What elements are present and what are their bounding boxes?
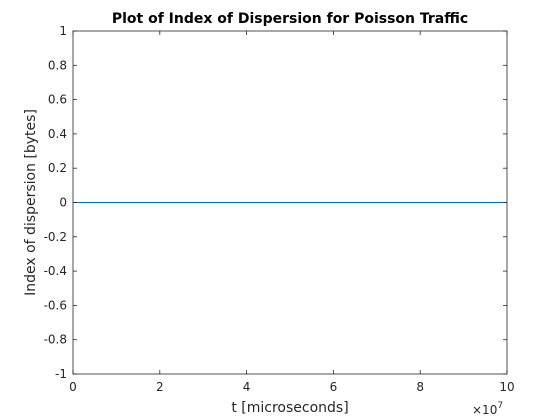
- y-tick-label: -0.4: [44, 264, 67, 278]
- x-axis-label: t [microseconds]: [231, 400, 348, 416]
- x-exponent-power: 7: [497, 401, 503, 411]
- y-tick-label: -0.6: [44, 298, 67, 312]
- y-tick-label: 0.2: [48, 161, 67, 175]
- y-tick-label: 0: [59, 196, 67, 210]
- y-tick-label: 0.6: [48, 93, 67, 107]
- y-axis-label: Index of dispersion [bytes]: [23, 109, 39, 296]
- x-tick-label: 2: [156, 380, 164, 394]
- y-tick-label: 0.8: [48, 58, 67, 72]
- y-tick-label: 0.4: [48, 127, 67, 141]
- ticks-layer: 0 2 4 6 8 10 -1 -0.8 -0.6 -0.4 -0.2 0 0.2 0.4 0.6 0.8 1: [44, 24, 515, 394]
- x-exponent-base: ×10: [472, 403, 497, 417]
- x-tick-label: 6: [330, 380, 338, 394]
- x-tick-label: 4: [243, 380, 251, 394]
- x-tick-label: 10: [499, 380, 514, 394]
- y-tick-label: 1: [59, 24, 67, 38]
- y-tick-label: -0.2: [44, 230, 67, 244]
- y-tick-label: -1: [55, 367, 67, 381]
- y-tick-label: -0.8: [44, 333, 67, 347]
- chart-title: Plot of Index of Dispersion for Poisson …: [112, 11, 468, 27]
- x-axis-exponent: ×107: [472, 401, 503, 417]
- x-tick-label: 0: [69, 380, 77, 394]
- x-tick-label: 8: [416, 380, 424, 394]
